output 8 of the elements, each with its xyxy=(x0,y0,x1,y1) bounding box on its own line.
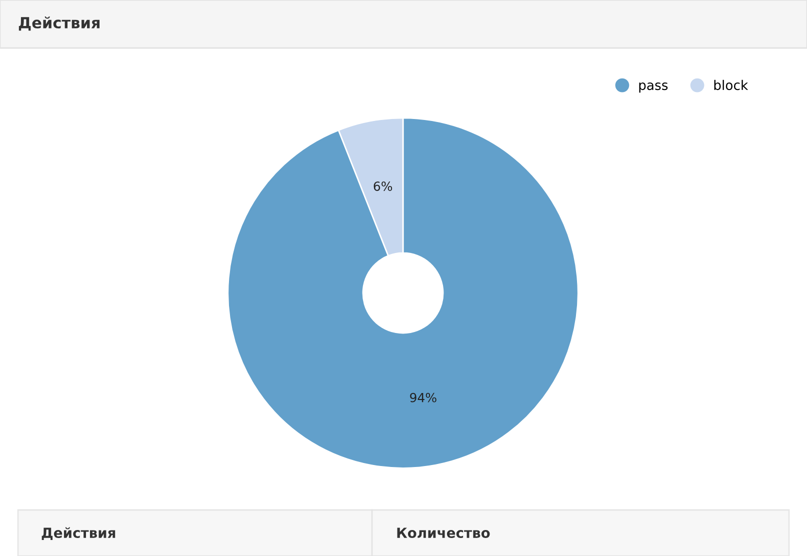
data-label: 6% xyxy=(374,182,392,191)
text: Действия xyxy=(18,16,100,31)
legend-label: block xyxy=(714,80,748,90)
donut-slice xyxy=(227,117,579,469)
data-label: 94% xyxy=(410,392,436,402)
legend-label: pass xyxy=(639,82,668,93)
text: Количество xyxy=(397,528,490,538)
text: Действия xyxy=(42,527,116,540)
